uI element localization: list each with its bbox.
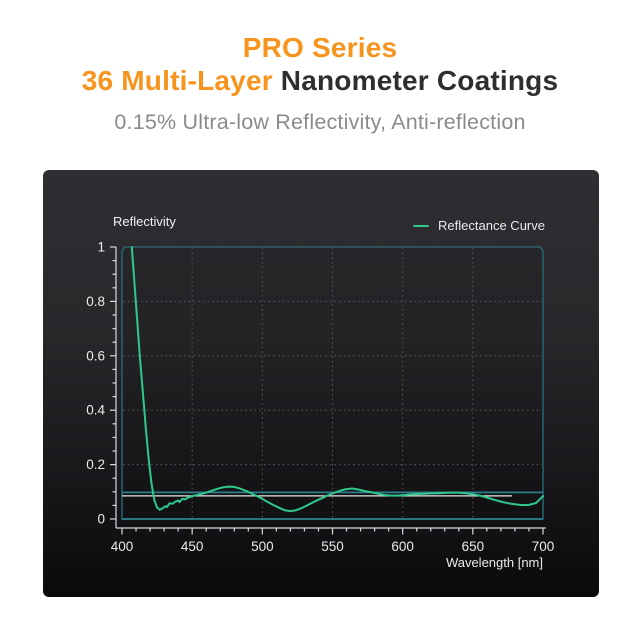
svg-text:0.8: 0.8 [86, 294, 105, 309]
svg-text:600: 600 [391, 539, 414, 554]
svg-text:0.4: 0.4 [86, 403, 105, 418]
svg-text:0: 0 [97, 512, 105, 527]
legend-label: Reflectance Curve [438, 218, 545, 233]
svg-text:400: 400 [111, 539, 134, 554]
svg-text:500: 500 [251, 539, 274, 554]
title-line-2-highlight: 36 Multi-Layer [81, 65, 273, 96]
y-axis-title: Reflectivity [113, 214, 176, 229]
svg-text:0.6: 0.6 [86, 348, 105, 363]
svg-text:550: 550 [321, 539, 344, 554]
svg-text:0.2: 0.2 [86, 457, 105, 472]
title-line-1: PRO Series [242, 32, 398, 63]
title-line-2-rest: Nanometer Coatings [272, 65, 559, 96]
reflectance-curve [130, 246, 544, 513]
tick-labels: 0 0.2 0.4 0.6 0.8 1 400 450 500 550 600 650 700 [86, 240, 554, 555]
svg-text:700: 700 [532, 539, 555, 554]
chart-panel: 0 0.2 0.4 0.6 0.8 1 400 450 500 550 600 650 700 Refl… [43, 170, 599, 597]
svg-text:650: 650 [462, 539, 485, 554]
legend-line-swatch [413, 224, 430, 227]
subtitle: 0.15% Ultra-low Reflectivity, Anti-refle… [114, 110, 526, 134]
x-axis-title: Wavelength [nm] [445, 555, 543, 570]
axes [110, 246, 546, 535]
legend: Reflectance Curve [413, 218, 545, 233]
svg-text:1: 1 [97, 240, 105, 255]
title-line-2: 36 Multi-Layer Nanometer Coatings [0, 64, 640, 97]
reflectance-chart: 0 0.2 0.4 0.6 0.8 1 400 450 500 550 600 650 700 [86, 240, 554, 555]
gridlines [123, 246, 542, 518]
plot-box [121, 246, 544, 520]
svg-text:450: 450 [181, 539, 204, 554]
